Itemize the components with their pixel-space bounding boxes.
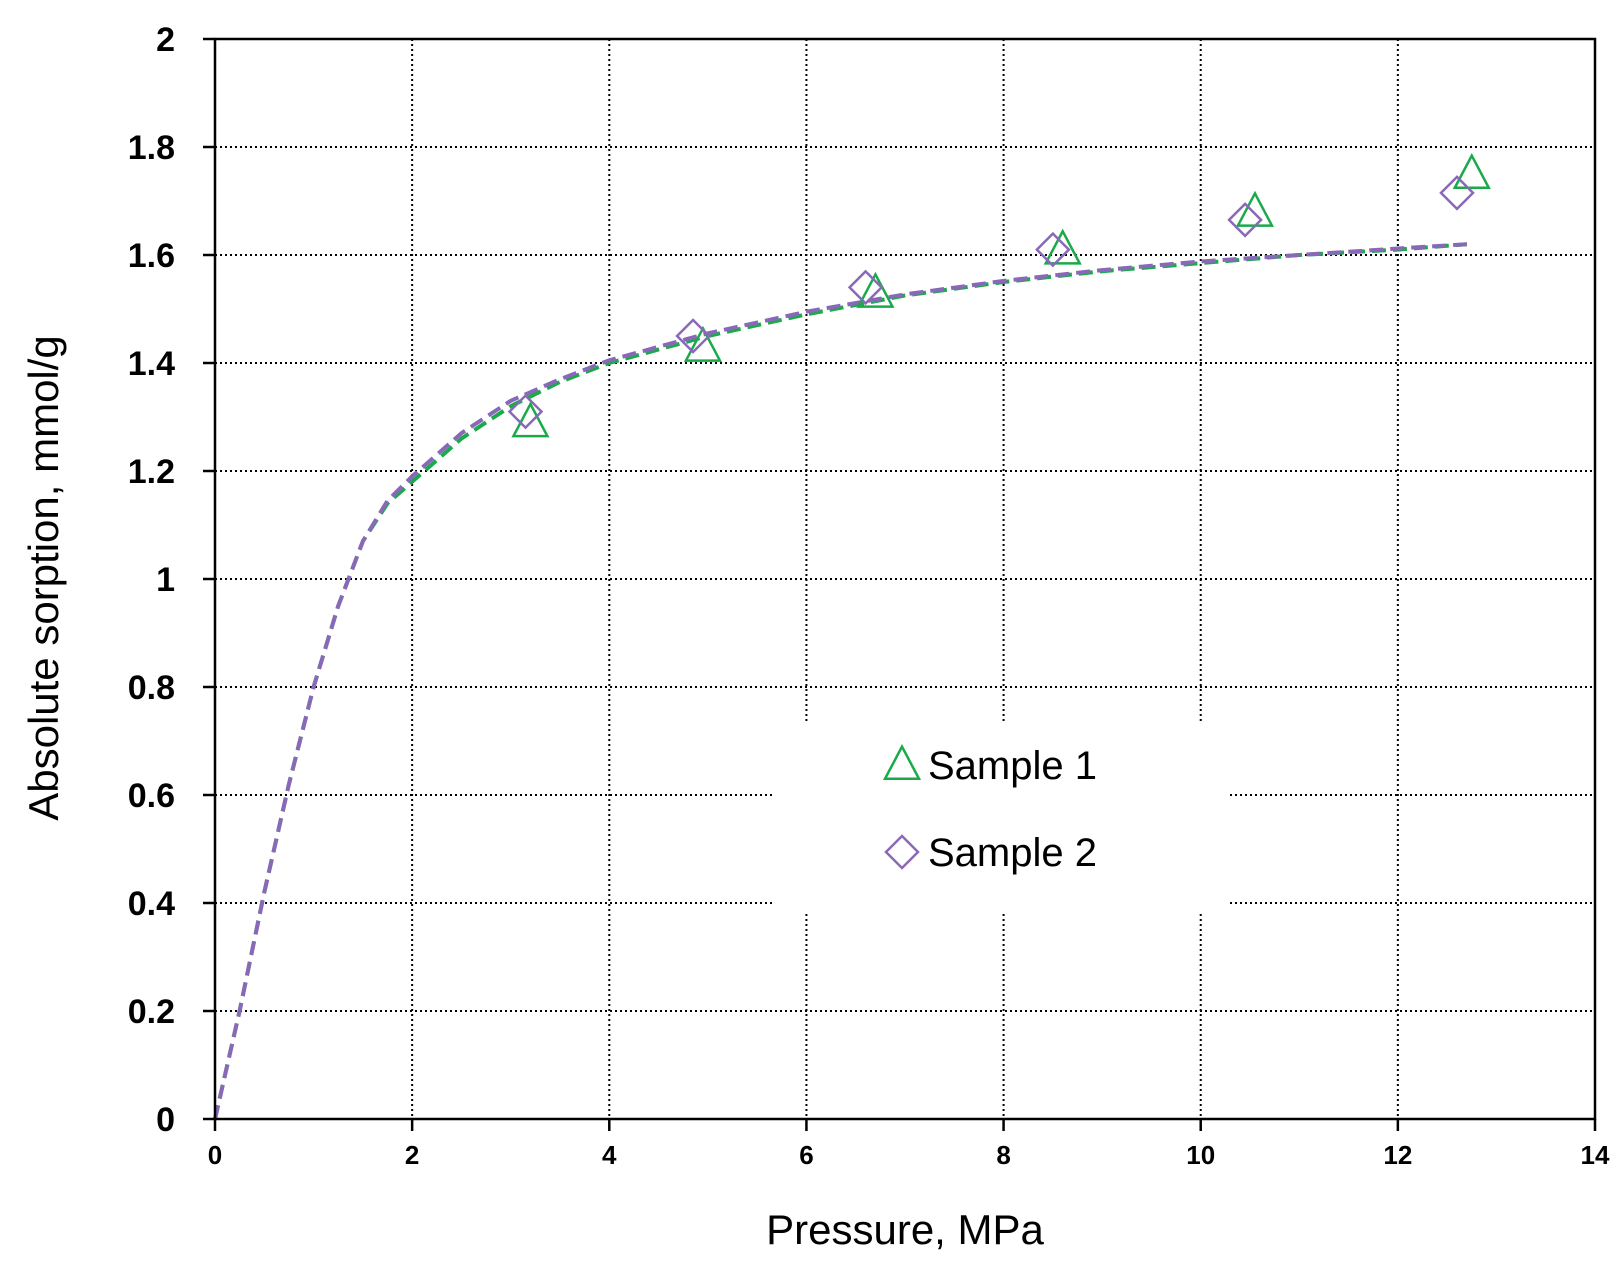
x-tick-label: 10 [1186, 1140, 1215, 1170]
y-tick-labels: 0 0.2 0.4 0.6 0.8 1 1.2 1.4 1.6 1.8 2 [128, 21, 175, 1139]
legend-diamond-icon [884, 834, 920, 870]
x-tick-label: 8 [996, 1140, 1010, 1170]
triangle-marker [1452, 152, 1491, 190]
y-tick-label: 0.4 [128, 885, 175, 923]
triangle-marker [1043, 228, 1082, 265]
x-tick-label: 4 [602, 1140, 617, 1170]
tick-marks [203, 37, 1597, 1131]
triangle-marker [856, 271, 895, 308]
fit-curve-sample-2 [213, 242, 1468, 1120]
y-tick-label: 1.2 [128, 453, 175, 491]
x-axis-title: Pressure, MPa [766, 1206, 1044, 1253]
y-tick-label: 0.8 [128, 669, 175, 707]
diamond-marker [507, 393, 544, 430]
diamond-marker [847, 269, 884, 306]
fit-curve-sample-1 [213, 242, 1468, 1120]
x-tick-label: 14 [1581, 1140, 1610, 1170]
diamond-marker [1035, 231, 1071, 268]
y-tick-label: 1.4 [128, 345, 175, 383]
x-tick-label: 12 [1383, 1140, 1412, 1170]
legend-label: Sample 1 [928, 744, 1097, 788]
legend-label: Sample 2 [928, 831, 1097, 875]
x-tick-label: 6 [799, 1140, 813, 1170]
y-tick-label: 1.8 [128, 129, 175, 167]
y-tick-label: 0.2 [128, 993, 175, 1031]
diamond-marker [1439, 175, 1475, 211]
y-tick-label: 0 [156, 1101, 175, 1139]
legend-background [775, 722, 1230, 912]
y-tick-label: 1.6 [128, 237, 175, 275]
y-axis-title: Absolute sorption, mmol/g [20, 335, 67, 821]
triangle-marker [1235, 190, 1275, 227]
triangle-marker [683, 325, 723, 362]
legend-triangle-icon [882, 743, 922, 781]
triangle-marker [511, 401, 550, 438]
y-tick-label: 0.6 [128, 777, 175, 815]
x-tick-label: 2 [405, 1140, 419, 1170]
legend: Sample 1 Sample 2 [775, 722, 1230, 912]
x-tick-label: 0 [208, 1140, 222, 1170]
gridlines [215, 39, 1595, 1119]
x-tick-labels: 0 2 4 6 8 10 12 14 [208, 1140, 1610, 1170]
fit-curves [213, 242, 1468, 1120]
diamond-marker [1227, 202, 1263, 238]
y-tick-label: 2 [156, 21, 175, 59]
data-markers [507, 152, 1491, 438]
y-tick-label: 1 [156, 561, 175, 599]
diamond-marker [675, 318, 711, 354]
